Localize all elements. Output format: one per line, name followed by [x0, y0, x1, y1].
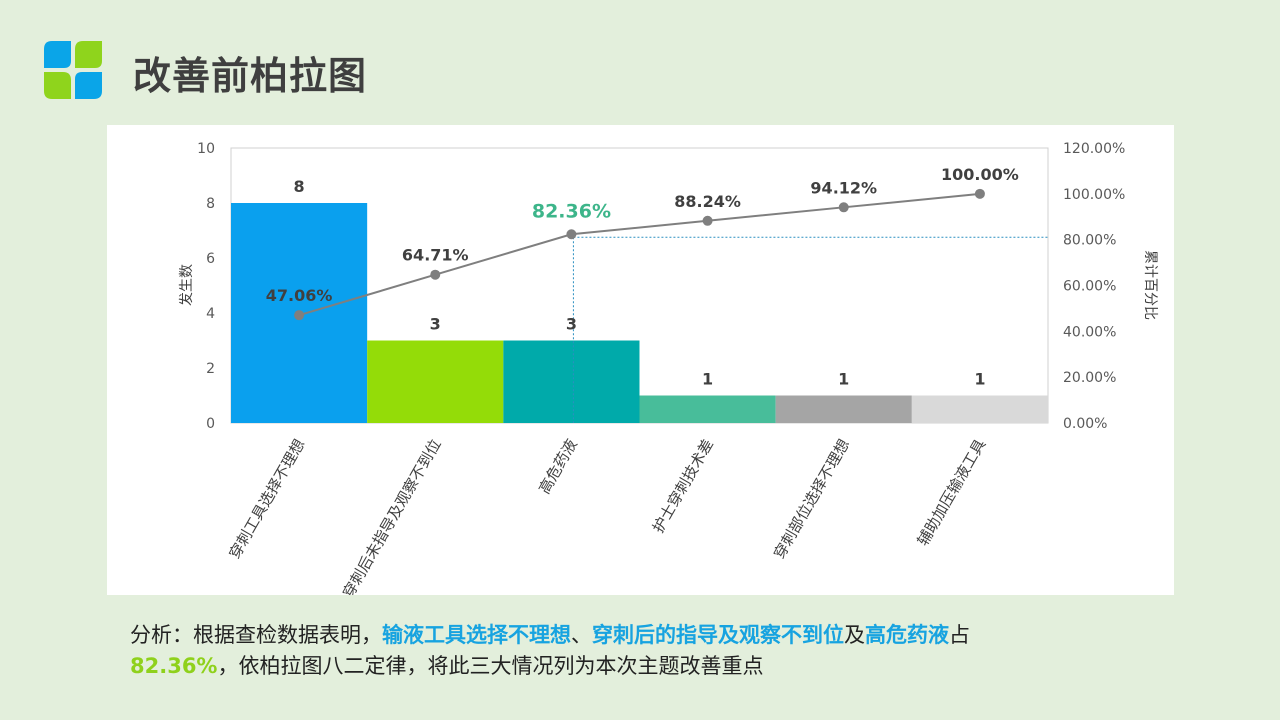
y2-tick-label: 60.00% — [1063, 279, 1116, 295]
bar — [775, 395, 912, 423]
category-label: 辅助加压输液工具 — [914, 436, 990, 549]
y2-tick-label: 120.00% — [1063, 141, 1125, 157]
category-label: 高危药液 — [535, 436, 581, 497]
logo-petal-top-left — [44, 41, 71, 68]
page-title: 改善前柏拉图 — [133, 54, 368, 98]
cumulative-percent-label: 47.06% — [266, 286, 333, 305]
analysis-highlight-2: 穿刺后的指导及观察不到位 — [592, 623, 844, 647]
cumulative-point — [702, 215, 713, 226]
cumulative-percent-label: 100.00% — [941, 165, 1019, 184]
category-label: 穿刺工具选择不理想 — [225, 436, 308, 562]
logo-petal-top-right — [75, 41, 102, 68]
bar-value-label: 8 — [294, 177, 305, 196]
analysis-highlight-1: 输液工具选择不理想 — [382, 623, 571, 647]
bar-value-label: 1 — [838, 370, 849, 389]
analysis-separator-1: 、 — [571, 623, 592, 647]
cumulative-point — [974, 188, 985, 199]
y-tick-label: 8 — [206, 196, 215, 212]
y-tick-label: 4 — [206, 306, 215, 322]
y2-tick-label: 80.00% — [1063, 233, 1116, 249]
analysis-highlight-3: 高危药液 — [865, 623, 949, 647]
bar — [911, 395, 1048, 423]
cumulative-point — [838, 202, 849, 213]
y2-tick-label: 0.00% — [1063, 416, 1107, 432]
cumulative-percent-label: 94.12% — [810, 178, 877, 197]
analysis-separator-2: 及 — [844, 623, 865, 647]
y-tick-label: 10 — [197, 141, 215, 157]
pareto-chart: 02468100.00%20.00%40.00%60.00%80.00%100.… — [179, 141, 1158, 595]
cumulative-line — [298, 192, 981, 317]
analysis-mid: 占 — [949, 623, 970, 647]
cumulative-percent-label: 64.71% — [402, 246, 469, 265]
bar-value-label: 3 — [430, 315, 441, 334]
bar — [503, 340, 640, 423]
y-tick-label: 0 — [206, 416, 215, 432]
pareto-chart-panel: 0 2 4 6 8 10 0.00% 20.00% 40.00% 60.00% 80.00% 100.… — [107, 125, 1174, 595]
y2-tick-label: 20.00% — [1063, 370, 1116, 386]
logo-petal-bottom-left — [44, 72, 71, 99]
bar — [367, 340, 504, 423]
analysis-prefix: 分析：根据查检数据表明， — [130, 623, 382, 647]
logo-petal-bottom-right — [75, 72, 102, 99]
y2-tick-label: 40.00% — [1063, 324, 1116, 340]
bar-value-label: 1 — [702, 370, 713, 389]
cumulative-point — [430, 269, 441, 280]
y2-axis-title: 累计百分比 — [1142, 250, 1158, 320]
analysis-text: 分析：根据查检数据表明，输液工具选择不理想、穿刺后的指导及观察不到位及高危药液占… — [130, 620, 1150, 682]
bar — [639, 395, 776, 423]
cumulative-point — [294, 310, 305, 321]
y-axis-title: 发生数 — [179, 264, 195, 306]
y2-tick-label: 100.00% — [1063, 187, 1125, 203]
y-tick-label: 6 — [206, 251, 215, 267]
category-label: 护士穿刺技术差 — [649, 436, 717, 536]
bar-value-label: 3 — [566, 315, 577, 334]
cumulative-percent-label: 88.24% — [674, 192, 741, 211]
analysis-suffix: ，依柏拉图八二定律，将此三大情况列为本次主题改善重点 — [217, 654, 764, 678]
category-label: 穿刺后未指导及观察不到位 — [339, 436, 445, 595]
y-tick-label: 2 — [206, 361, 215, 377]
brand-logo-icon — [44, 41, 102, 99]
bar-value-label: 1 — [974, 370, 985, 389]
cumulative-point — [566, 229, 577, 240]
cumulative-percent-label: 82.36% — [532, 200, 611, 222]
category-label: 穿刺部位选择不理想 — [770, 436, 853, 562]
analysis-highlight-percent: 82.36% — [130, 654, 218, 678]
